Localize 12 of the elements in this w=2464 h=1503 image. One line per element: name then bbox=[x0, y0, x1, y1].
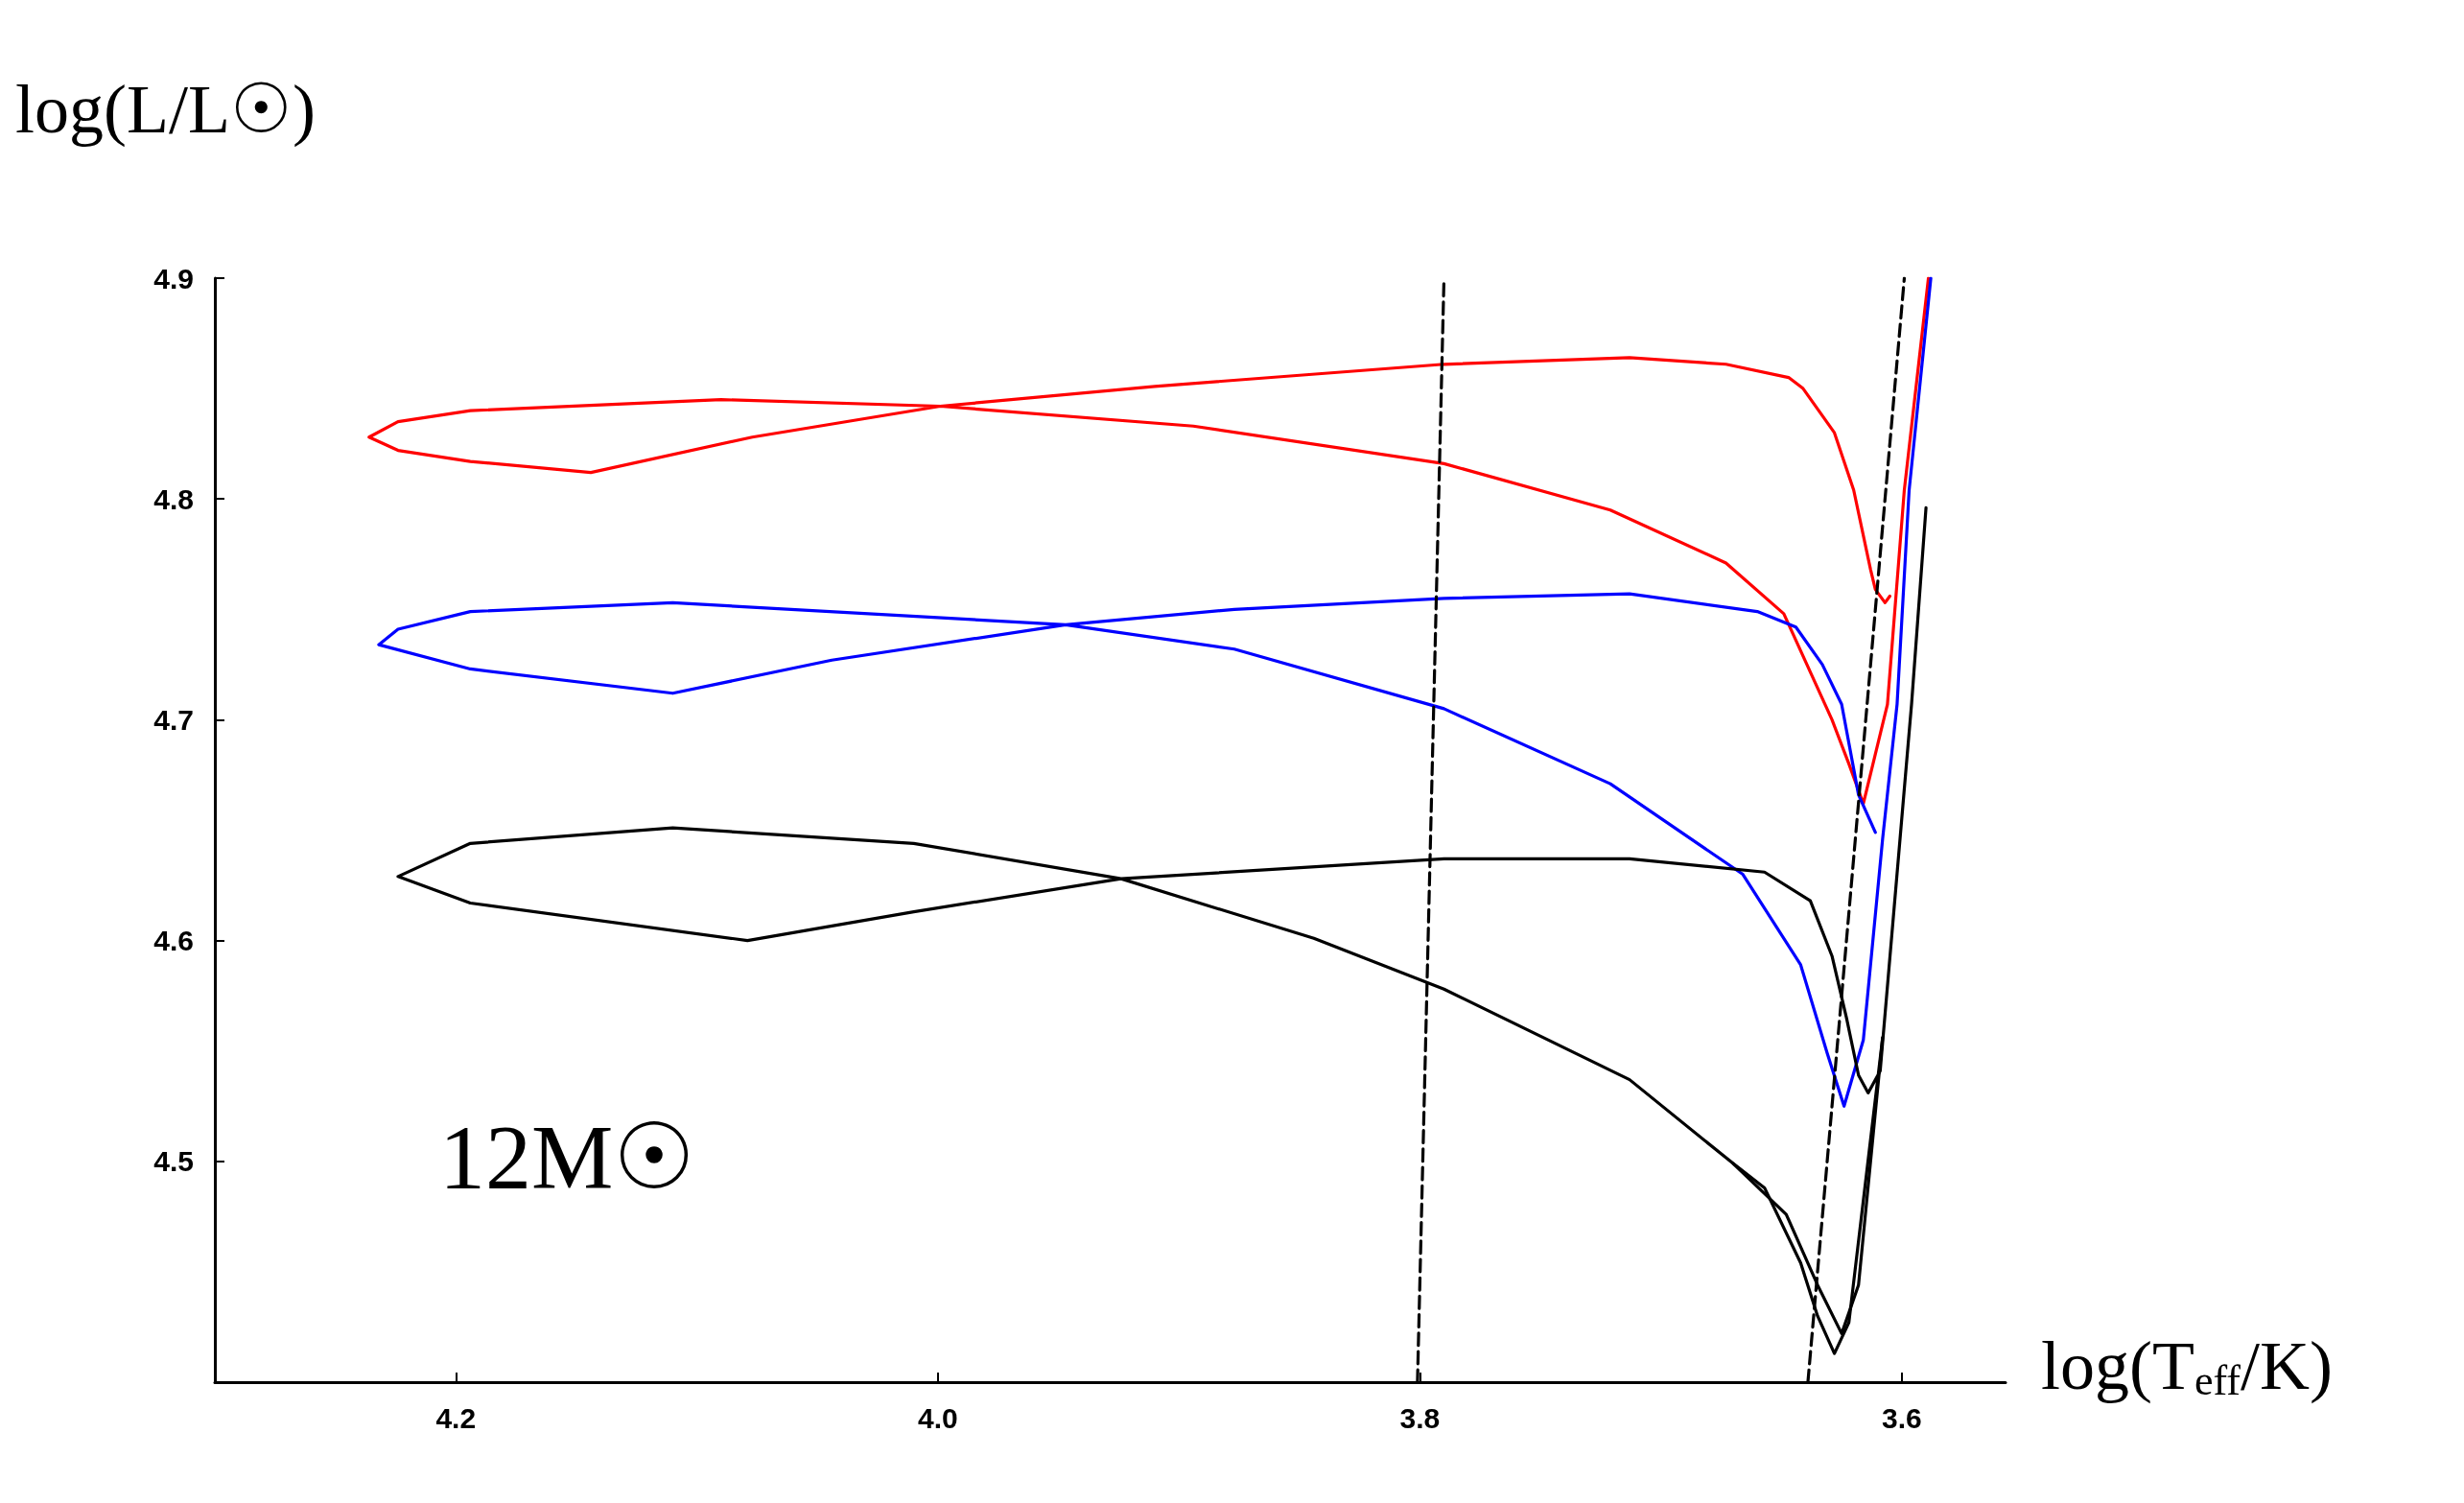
y-tick-label: 4.9 bbox=[153, 262, 194, 294]
annotation: 12M☉ bbox=[439, 1105, 696, 1209]
y-tick-label: 4.8 bbox=[153, 482, 194, 515]
x-tick-label: 4.2 bbox=[435, 1401, 477, 1434]
x-tick-label: 3.8 bbox=[1399, 1401, 1441, 1434]
y-tick-label: 4.5 bbox=[153, 1145, 194, 1178]
y-tick-label: 4.7 bbox=[153, 703, 194, 736]
x-tick-label: 4.0 bbox=[917, 1401, 958, 1434]
x-axis-title: log(Teff/K) bbox=[2041, 1327, 2333, 1404]
y-tick-label: 4.6 bbox=[153, 925, 194, 957]
x-tick-label: 3.6 bbox=[1882, 1401, 1922, 1434]
y-axis-title: log(L/L☉) bbox=[15, 71, 316, 148]
